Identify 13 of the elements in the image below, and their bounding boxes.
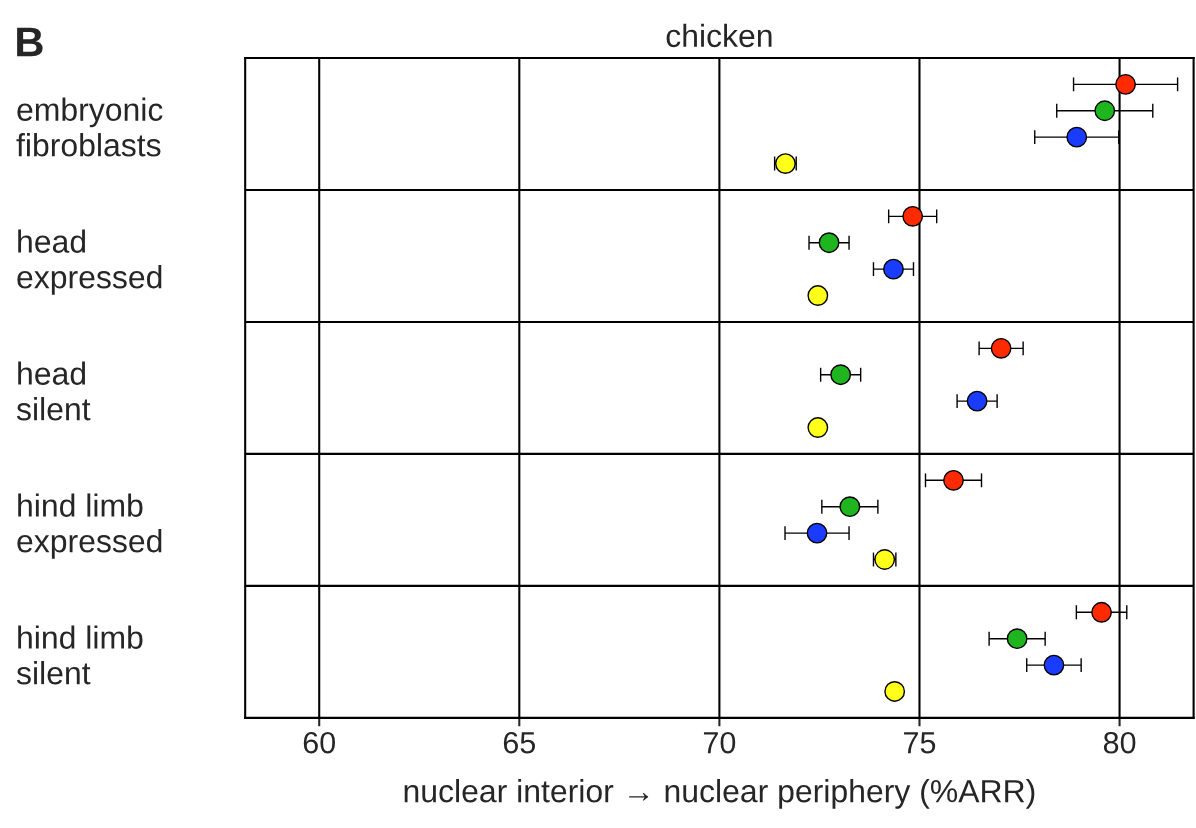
x-tick-label: 80 [1103,731,1136,754]
text: B [17,27,43,57]
y-tick-label: head silent [16,361,91,421]
y-tick-label: hind limb expressed [17,493,162,559]
chart-title: chicken [666,23,772,48]
x-tick-label: 70 [703,731,736,754]
y-tick-label: embryonic fibroblasts [16,97,163,157]
x-axis-title: nuclear interior → nuclear periphery (%ARR) [404,779,1035,809]
x-tick-label: 75 [904,732,936,754]
y-tick-label: head expressed [17,229,162,295]
x-tick-label: 65 [503,731,536,754]
x-tick-label: 60 [303,731,336,754]
y-tick-label: hind limb silent [16,625,143,685]
